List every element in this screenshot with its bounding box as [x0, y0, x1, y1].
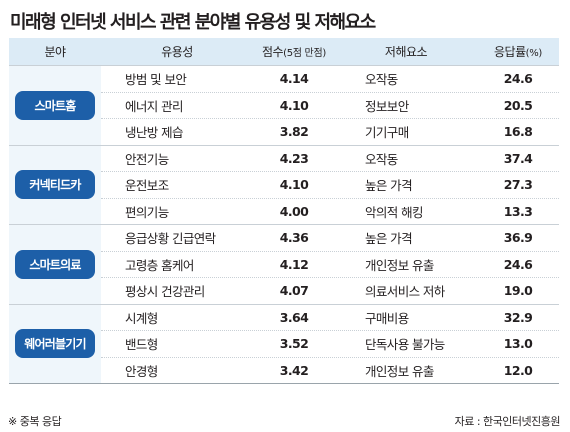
- score-cell: 4.23: [279, 150, 309, 166]
- rate-cell: 32.9: [503, 309, 533, 325]
- table-row: 냉난방 제습 3.82 기기구매 16.8: [101, 118, 559, 145]
- obstacle-cell: 악의적 해킹: [365, 204, 423, 220]
- score-cell: 3.64: [279, 309, 309, 325]
- rate-cell: 37.4: [503, 150, 533, 166]
- obstacle-cell: 정보보안: [365, 98, 409, 114]
- category-badge: 웨어러블기기: [15, 329, 95, 359]
- obstacle-cell: 기기구매: [365, 125, 409, 141]
- table-row: 운전보조 4.10 높은 가격 27.3: [101, 171, 559, 198]
- usefulness-cell: 운전보조: [125, 178, 169, 194]
- obstacle-cell: 개인정보 유출: [365, 257, 434, 273]
- header-category: 분야: [44, 45, 66, 59]
- source-note: 자료 : 한국인터넷진흥원: [454, 415, 561, 428]
- score-cell: 4.36: [279, 230, 309, 246]
- category-cell: 스마트홈: [9, 66, 101, 145]
- category-badge: 스마트의료: [15, 249, 95, 279]
- obstacle-cell: 높은 가격: [365, 231, 413, 247]
- obstacle-cell: 개인정보 유출: [365, 363, 434, 379]
- score-cell: 3.52: [279, 336, 309, 352]
- table-row: 시계형 3.64 구매비용 32.9: [101, 305, 559, 331]
- header-usefulness: 유용성: [161, 45, 193, 59]
- table-header: 분야 유용성 점수(5점 만점) 저해요소 응답률(%): [9, 38, 559, 65]
- table-group: 스마트의료 응급상황 긴급연락 4.36 높은 가격 36.9 고령층 홈케어 …: [9, 224, 559, 304]
- usefulness-cell: 냉난방 제습: [125, 125, 183, 141]
- score-cell: 4.00: [279, 203, 309, 219]
- header-score-label: 점수: [262, 45, 284, 59]
- usefulness-cell: 방범 및 보안: [125, 72, 187, 88]
- score-cell: 3.82: [279, 124, 309, 140]
- table-row: 응급상황 긴급연락 4.36 높은 가격 36.9: [101, 225, 559, 251]
- header-score-unit: (5점 만점): [283, 48, 326, 59]
- usefulness-cell: 평상시 건강관리: [125, 284, 205, 300]
- category-badge: 스마트홈: [15, 90, 95, 120]
- table-row: 에너지 관리 4.10 정보보안 20.5: [101, 91, 559, 119]
- page-title: 미래형 인터넷 서비스 관련 분야별 유용성 및 저해요소: [10, 12, 376, 33]
- usefulness-cell: 시계형: [125, 310, 158, 326]
- category-cell: 커넥티드카: [9, 145, 101, 224]
- header-score: 점수(5점 만점): [253, 43, 335, 60]
- category-badge: 커넥티드카: [15, 170, 95, 200]
- obstacle-cell: 높은 가격: [365, 178, 413, 194]
- obstacle-cell: 오작동: [365, 72, 398, 88]
- category-cell: 웨어러블기기: [9, 304, 101, 383]
- table-row: 편의기능 4.00 악의적 해킹 13.3: [101, 197, 559, 225]
- header-obstacle: 저해요소: [384, 45, 428, 59]
- rate-cell: 13.0: [503, 336, 533, 352]
- usefulness-cell: 밴드형: [125, 337, 158, 353]
- table-row: 평상시 건강관리 4.07 의료서비스 저하 19.0: [101, 277, 559, 304]
- usefulness-cell: 에너지 관리: [125, 98, 183, 114]
- header-rate: 응답률(%): [477, 43, 559, 60]
- score-cell: 4.10: [279, 177, 309, 193]
- obstacle-cell: 구매비용: [365, 310, 409, 326]
- usefulness-cell: 고령층 홈케어: [125, 257, 194, 273]
- rate-cell: 16.8: [503, 124, 533, 140]
- obstacle-cell: 단독사용 불가능: [365, 337, 445, 353]
- rate-cell: 27.3: [503, 177, 533, 193]
- score-cell: 4.14: [279, 71, 309, 87]
- score-cell: 4.07: [279, 283, 309, 299]
- category-cell: 스마트의료: [9, 225, 101, 304]
- usefulness-cell: 응급상황 긴급연락: [125, 231, 216, 247]
- table-group: 스마트홈 방범 및 보안 4.14 오작동 24.6 에너지 관리 4.10 정…: [9, 65, 559, 145]
- usefulness-cell: 편의기능: [125, 204, 169, 220]
- obstacle-cell: 의료서비스 저하: [365, 284, 445, 300]
- table-row: 방범 및 보안 4.14 오작동 24.6: [101, 66, 559, 92]
- rate-cell: 12.0: [503, 362, 533, 378]
- data-table: 분야 유용성 점수(5점 만점) 저해요소 응답률(%) 스마트홈 방범 및 보…: [9, 38, 559, 384]
- score-cell: 3.42: [279, 362, 309, 378]
- table-row: 안전기능 4.23 오작동 37.4: [101, 146, 559, 172]
- header-rate-unit: (%): [525, 48, 543, 59]
- table-group: 커넥티드카 안전기능 4.23 오작동 37.4 운전보조 4.10 높은 가격…: [9, 144, 559, 225]
- obstacle-cell: 오작동: [365, 151, 398, 167]
- table-group: 웨어러블기기 시계형 3.64 구매비용 32.9 밴드형 3.52 단독사용 …: [9, 303, 559, 384]
- score-cell: 4.10: [279, 97, 309, 113]
- rate-cell: 24.6: [503, 256, 533, 272]
- usefulness-cell: 안경형: [125, 363, 158, 379]
- usefulness-cell: 안전기능: [125, 151, 169, 167]
- score-cell: 4.12: [279, 256, 309, 272]
- table-row: 안경형 3.42 개인정보 유출 12.0: [101, 356, 559, 384]
- header-rate-label: 응답률: [493, 45, 526, 59]
- rate-cell: 13.3: [503, 203, 533, 219]
- rate-cell: 24.6: [503, 71, 533, 87]
- table-row: 고령층 홈케어 4.12 개인정보 유출 24.6: [101, 250, 559, 278]
- rate-cell: 20.5: [503, 97, 533, 113]
- table-row: 밴드형 3.52 단독사용 불가능 13.0: [101, 330, 559, 357]
- rate-cell: 19.0: [503, 283, 533, 299]
- footnote: ※ 중복 응답: [8, 415, 62, 428]
- rate-cell: 36.9: [503, 230, 533, 246]
